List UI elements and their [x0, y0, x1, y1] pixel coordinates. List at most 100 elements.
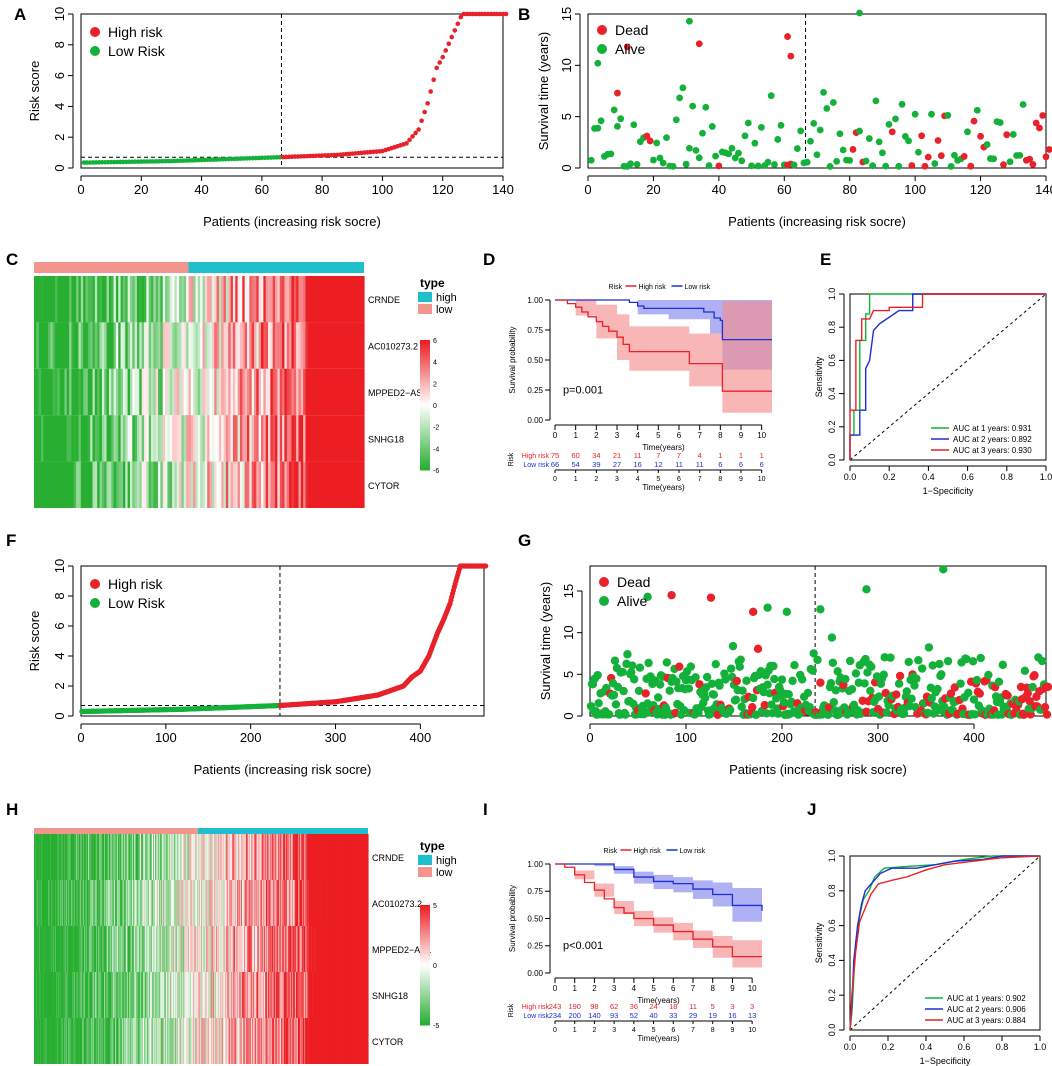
scale-bar-segment [420, 931, 430, 934]
heat-cell [50, 834, 53, 880]
heat-cell [79, 972, 81, 1018]
heat-cell [143, 880, 146, 926]
heat-cell [47, 880, 49, 926]
heat-cell [138, 1018, 140, 1064]
scale-bar-segment [420, 971, 430, 974]
heat-cell [259, 834, 261, 880]
heat-cell [171, 926, 174, 972]
heat-cell [179, 461, 183, 508]
heat-cell [326, 322, 330, 369]
heat-cell [284, 415, 288, 462]
heat-cell [100, 972, 102, 1018]
heat-cell [49, 972, 51, 1018]
heat-cell [82, 972, 84, 1018]
heat-cell [125, 415, 129, 462]
heat-cell [321, 880, 323, 926]
heat-cell [352, 461, 356, 508]
heat-cell [111, 834, 114, 880]
risk-count: 6 [718, 460, 722, 469]
heat-cell [85, 926, 88, 972]
heat-cell [66, 1018, 68, 1064]
heat-cell [338, 461, 342, 508]
heat-cell [363, 926, 366, 972]
heat-cell [63, 972, 65, 1018]
survival-point [808, 666, 817, 675]
heat-cell [232, 834, 234, 880]
heat-cell [366, 972, 368, 1018]
heat-cell [109, 1018, 111, 1064]
heat-cell [121, 834, 123, 880]
scale-bar-segment [420, 342, 430, 345]
scale-bar-segment [420, 1017, 430, 1020]
heat-cell [176, 276, 180, 323]
heat-cell [241, 972, 244, 1018]
heat-cell [272, 834, 274, 880]
heat-cell [233, 1018, 235, 1064]
heat-cell [160, 415, 164, 462]
scale-bar-segment [420, 923, 430, 926]
heat-cell [78, 834, 81, 880]
heat-cell [148, 461, 152, 508]
heat-cell [178, 1018, 181, 1064]
heat-cell [58, 972, 60, 1018]
heat-cell [190, 926, 192, 972]
heat-cell [290, 926, 293, 972]
heat-cell [98, 834, 100, 880]
heat-cell [205, 1018, 207, 1064]
heat-cell [139, 1018, 142, 1064]
heat-cell [59, 834, 61, 880]
heat-cell [69, 276, 73, 323]
heat-cell [216, 1018, 218, 1064]
heat-cell [92, 276, 96, 323]
heat-cell [100, 1018, 102, 1064]
heat-cell [357, 972, 359, 1018]
heat-cell [36, 1018, 38, 1064]
heat-cell [182, 880, 184, 926]
heat-cell [286, 276, 290, 323]
heat-cell [247, 926, 249, 972]
heat-cell [139, 368, 143, 416]
panel-label-F: F [6, 531, 16, 550]
scale-bar-segment [420, 985, 430, 988]
x-tick-label: 0 [553, 984, 558, 993]
heat-cell [76, 368, 80, 416]
heat-cell [279, 926, 282, 972]
heat-cell [52, 461, 56, 508]
heat-cell [336, 926, 338, 972]
heat-cell [134, 880, 136, 926]
heat-cell [61, 972, 63, 1018]
heat-cell [198, 972, 200, 1018]
heat-cell [72, 880, 74, 926]
heat-cell [64, 1018, 67, 1064]
heat-cell [220, 880, 223, 926]
risk-point [449, 34, 455, 40]
heat-cell [68, 834, 70, 880]
heat-cell [346, 926, 349, 972]
legend-label-dead: Dead [615, 22, 648, 38]
legend-label-high: high [436, 855, 457, 867]
y-axis-title: Survival probability [508, 885, 517, 952]
survival-point [667, 590, 676, 600]
heat-cell [209, 368, 213, 416]
heat-cell [272, 880, 274, 926]
heat-cell [253, 926, 256, 972]
heat-cell [291, 276, 295, 323]
heat-cell [192, 926, 194, 972]
heat-cell [351, 1018, 354, 1064]
heat-cell [86, 834, 88, 880]
heat-cell [55, 834, 57, 880]
heat-cell [248, 972, 250, 1018]
scale-bar-segment [420, 383, 430, 386]
heat-cell [240, 880, 242, 926]
heat-cell [193, 880, 195, 926]
heat-cell [169, 415, 173, 462]
survival-point [845, 656, 855, 666]
heat-cell [302, 972, 305, 1018]
heat-cell [101, 972, 104, 1018]
heat-cell [57, 972, 59, 1018]
heat-cell [304, 1018, 307, 1064]
scale-bar-segment [420, 372, 430, 376]
survival-point [809, 649, 818, 658]
survival-point [882, 162, 890, 170]
heat-cell [59, 880, 62, 926]
